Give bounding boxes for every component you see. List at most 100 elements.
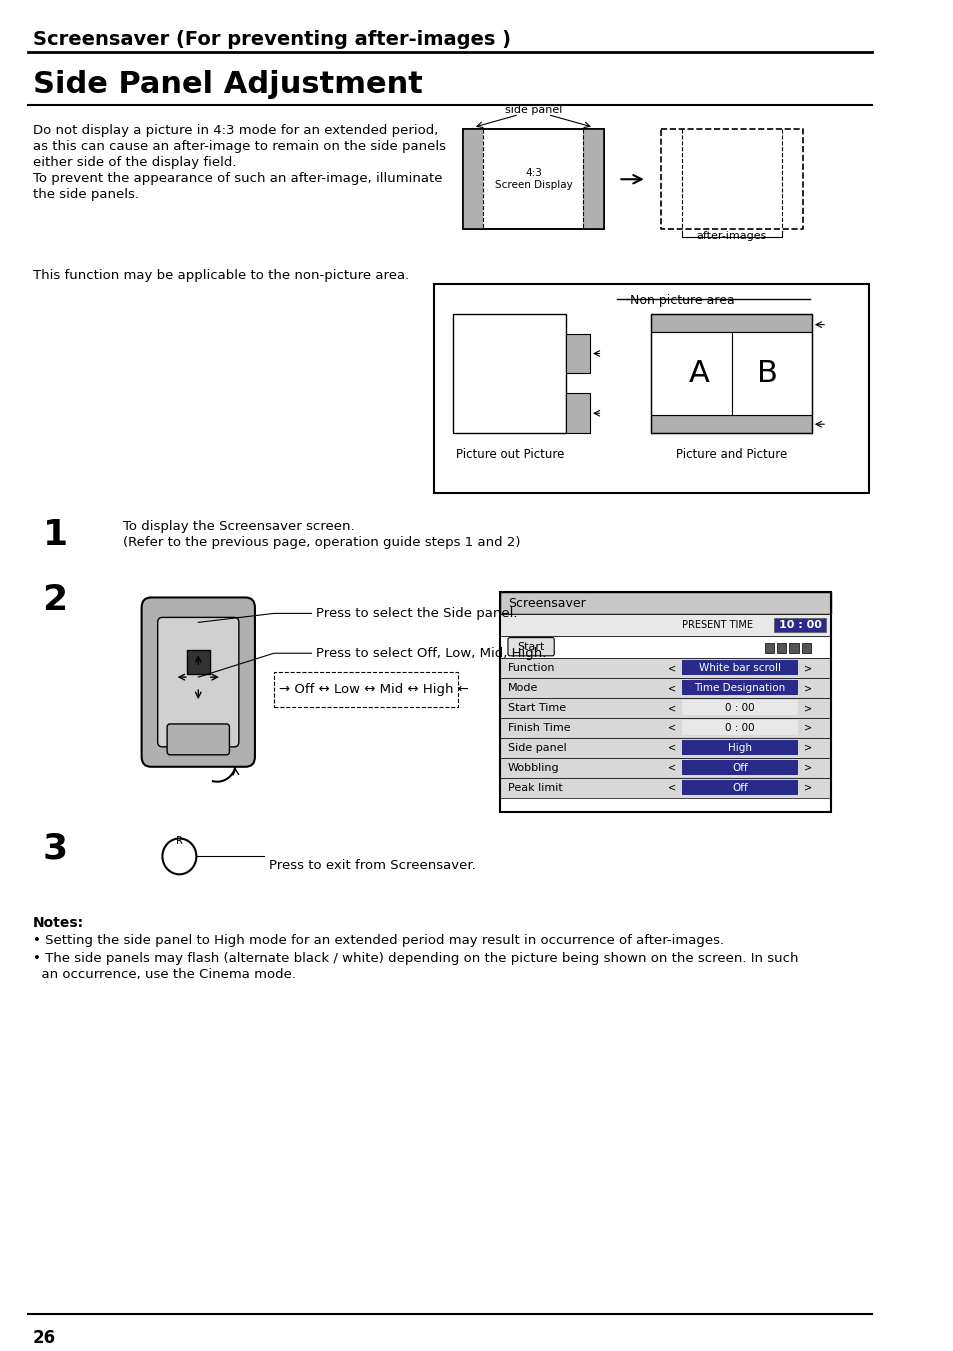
Bar xyxy=(764,643,774,653)
Text: B: B xyxy=(756,359,777,388)
Text: 4:3
Screen Display: 4:3 Screen Display xyxy=(494,169,572,190)
Text: <: < xyxy=(667,684,676,693)
Text: Start Time: Start Time xyxy=(507,703,565,713)
Text: the side panels.: the side panels. xyxy=(33,188,139,201)
Text: Start: Start xyxy=(517,642,544,653)
Text: side panel: side panel xyxy=(504,104,561,115)
Bar xyxy=(500,738,830,758)
Bar xyxy=(462,130,603,230)
Text: either side of the display field.: either side of the display field. xyxy=(33,157,236,169)
FancyBboxPatch shape xyxy=(157,617,238,747)
Bar xyxy=(500,717,830,738)
Bar xyxy=(681,680,797,694)
Bar xyxy=(651,313,811,434)
FancyBboxPatch shape xyxy=(507,638,554,655)
Bar xyxy=(500,615,830,636)
Bar xyxy=(681,759,797,774)
Text: Picture and Picture: Picture and Picture xyxy=(676,449,786,461)
Circle shape xyxy=(162,839,196,874)
Text: To display the Screensaver screen.: To display the Screensaver screen. xyxy=(123,520,354,532)
Text: A: A xyxy=(688,359,709,388)
Text: >: > xyxy=(802,703,811,713)
Bar xyxy=(681,780,797,794)
Bar xyxy=(500,678,830,698)
Text: Do not display a picture in 4:3 mode for an extended period,: Do not display a picture in 4:3 mode for… xyxy=(33,124,438,138)
Text: Function: Function xyxy=(507,663,555,673)
Text: • Setting the side panel to High mode for an extended period may result in occur: • Setting the side panel to High mode fo… xyxy=(33,934,723,947)
Text: Side panel: Side panel xyxy=(507,743,566,753)
FancyBboxPatch shape xyxy=(141,597,254,767)
Text: PRESENT TIME: PRESENT TIME xyxy=(681,620,752,631)
Text: <: < xyxy=(667,743,676,753)
Text: Screensaver (For preventing after-images ): Screensaver (For preventing after-images… xyxy=(33,30,511,49)
Text: <: < xyxy=(667,782,676,793)
Bar xyxy=(462,130,603,230)
Text: <: < xyxy=(667,723,676,734)
Text: <: < xyxy=(667,763,676,773)
Text: This function may be applicable to the non-picture area.: This function may be applicable to the n… xyxy=(33,269,409,282)
Bar xyxy=(788,643,798,653)
Text: >: > xyxy=(802,723,811,734)
Bar xyxy=(500,593,830,812)
Text: 2: 2 xyxy=(43,582,68,616)
Bar xyxy=(651,313,811,331)
Text: White bar scroll: White bar scroll xyxy=(699,663,781,673)
Text: >: > xyxy=(802,743,811,753)
Text: Screensaver: Screensaver xyxy=(507,597,585,609)
Text: Off: Off xyxy=(731,763,747,773)
Text: 10 : 00: 10 : 00 xyxy=(778,620,821,631)
Text: Peak limit: Peak limit xyxy=(507,782,562,793)
Text: Off: Off xyxy=(731,782,747,793)
Text: To prevent the appearance of such an after-image, illuminate: To prevent the appearance of such an aft… xyxy=(33,173,442,185)
Bar xyxy=(681,720,797,735)
Text: Notes:: Notes: xyxy=(33,916,84,929)
Bar xyxy=(801,643,810,653)
Text: Press to exit from Screensaver.: Press to exit from Screensaver. xyxy=(269,859,476,873)
Bar xyxy=(777,643,785,653)
Text: 0 : 00: 0 : 00 xyxy=(724,703,754,713)
Text: Side Panel Adjustment: Side Panel Adjustment xyxy=(33,70,422,99)
Text: R: R xyxy=(175,836,183,847)
Text: 0 : 00: 0 : 00 xyxy=(724,723,754,734)
Bar xyxy=(187,650,210,674)
Text: → Off ↔ Low ↔ Mid ↔ High ←: → Off ↔ Low ↔ Mid ↔ High ← xyxy=(278,684,468,696)
Text: as this can cause an after-image to remain on the side panels: as this can cause an after-image to rema… xyxy=(33,141,446,154)
Text: <: < xyxy=(667,663,676,673)
FancyBboxPatch shape xyxy=(167,724,229,755)
Text: Press to select Off, Low, Mid, High.: Press to select Off, Low, Mid, High. xyxy=(316,647,546,661)
Bar xyxy=(500,778,830,797)
Text: Picture out Picture: Picture out Picture xyxy=(456,449,563,461)
Bar xyxy=(500,758,830,778)
FancyBboxPatch shape xyxy=(274,673,457,707)
Text: 1: 1 xyxy=(43,517,68,551)
Text: Wobbling: Wobbling xyxy=(507,763,559,773)
Bar xyxy=(651,331,811,415)
Bar xyxy=(462,130,483,230)
Text: after-images: after-images xyxy=(696,231,766,240)
Bar xyxy=(583,130,603,230)
Bar xyxy=(651,415,811,434)
Text: (Refer to the previous page, operation guide steps 1 and 2): (Refer to the previous page, operation g… xyxy=(123,536,519,549)
Bar xyxy=(566,393,590,434)
Text: >: > xyxy=(802,663,811,673)
Text: <: < xyxy=(667,703,676,713)
Text: 3: 3 xyxy=(43,831,68,866)
Bar xyxy=(500,636,830,658)
Text: >: > xyxy=(802,684,811,693)
Bar xyxy=(681,661,797,676)
Text: Time Designation: Time Designation xyxy=(694,684,784,693)
Bar xyxy=(453,313,566,434)
Text: Non picture area: Non picture area xyxy=(629,293,734,307)
Bar xyxy=(681,700,797,715)
Bar xyxy=(566,334,590,373)
Bar xyxy=(500,658,830,678)
Bar xyxy=(434,284,868,493)
Bar xyxy=(500,593,830,615)
Text: an occurrence, use the Cinema mode.: an occurrence, use the Cinema mode. xyxy=(33,967,295,981)
Text: 26: 26 xyxy=(33,1329,56,1347)
Text: • The side panels may flash (alternate black / white) depending on the picture b: • The side panels may flash (alternate b… xyxy=(33,952,798,965)
Bar xyxy=(681,740,797,755)
Text: >: > xyxy=(802,763,811,773)
Text: Finish Time: Finish Time xyxy=(507,723,570,734)
Text: Mode: Mode xyxy=(507,684,537,693)
